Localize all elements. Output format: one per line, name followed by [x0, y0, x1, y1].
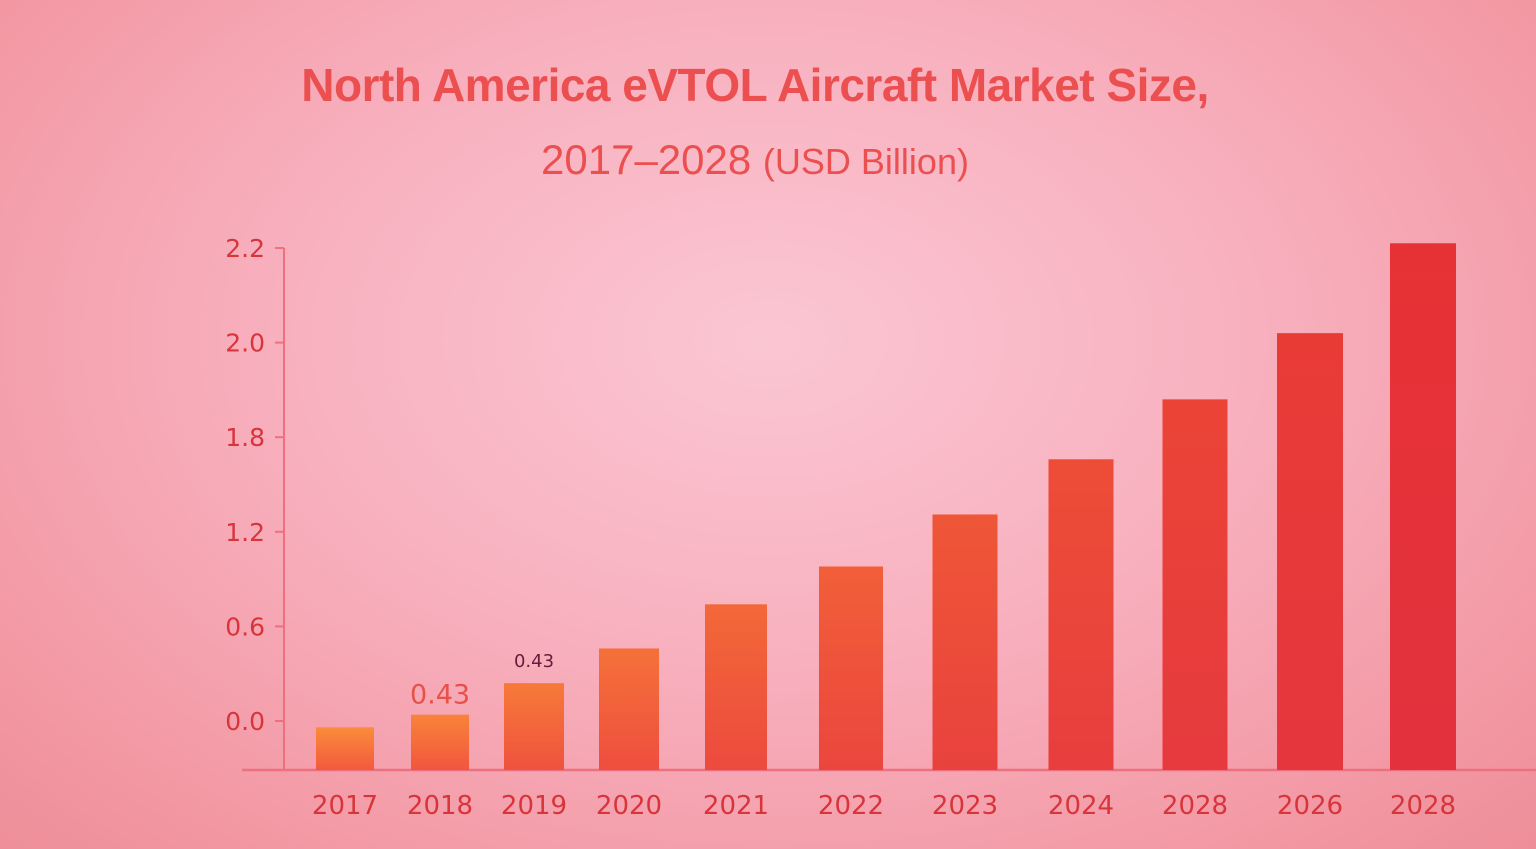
- subtitle-years: 2017–2028: [541, 136, 752, 183]
- y-tick-label: 1.2: [225, 518, 265, 547]
- chart-subtitle: 2017–2028 (USD Billion): [0, 136, 1510, 184]
- x-tick-label: 2017: [312, 791, 378, 821]
- y-tick-label: 2.2: [225, 234, 265, 263]
- bar-2022: [819, 566, 883, 770]
- chart-title: North America eVTOL Aircraft Market Size…: [301, 59, 1209, 111]
- x-tick-label: 2018: [407, 791, 473, 821]
- x-tick-label: 2020: [596, 791, 662, 821]
- bar-2028: [1390, 243, 1456, 770]
- bar-2018: [411, 714, 469, 770]
- x-tick-label: 2022: [818, 791, 884, 821]
- x-tick-label: 2021: [703, 791, 769, 821]
- bar-2023: [932, 514, 998, 770]
- y-tick-label: 1.8: [225, 423, 265, 452]
- data-label: 0.43: [410, 680, 470, 711]
- subtitle-unit: (USD Billion): [762, 141, 969, 182]
- bar-2019: [504, 683, 564, 770]
- data-label: 0.43: [514, 651, 554, 672]
- x-tick-label: 2026: [1277, 791, 1343, 821]
- bar-2026: [1277, 333, 1343, 770]
- x-tick-label: 2019: [501, 791, 567, 821]
- x-tick-label: 2023: [932, 791, 998, 821]
- y-tick-label: 2.0: [225, 329, 265, 358]
- bar-2021: [705, 604, 767, 770]
- y-tick-label: 0.0: [225, 707, 265, 736]
- bar-2020: [599, 648, 659, 770]
- x-tick-label: 2028: [1390, 791, 1456, 821]
- bar-2028: [1162, 399, 1228, 770]
- x-tick-label: 2024: [1048, 791, 1114, 821]
- x-tick-label: 2028: [1162, 791, 1228, 821]
- y-tick-label: 0.6: [225, 612, 265, 641]
- bar-2017: [316, 727, 374, 770]
- bar-2024: [1048, 459, 1114, 770]
